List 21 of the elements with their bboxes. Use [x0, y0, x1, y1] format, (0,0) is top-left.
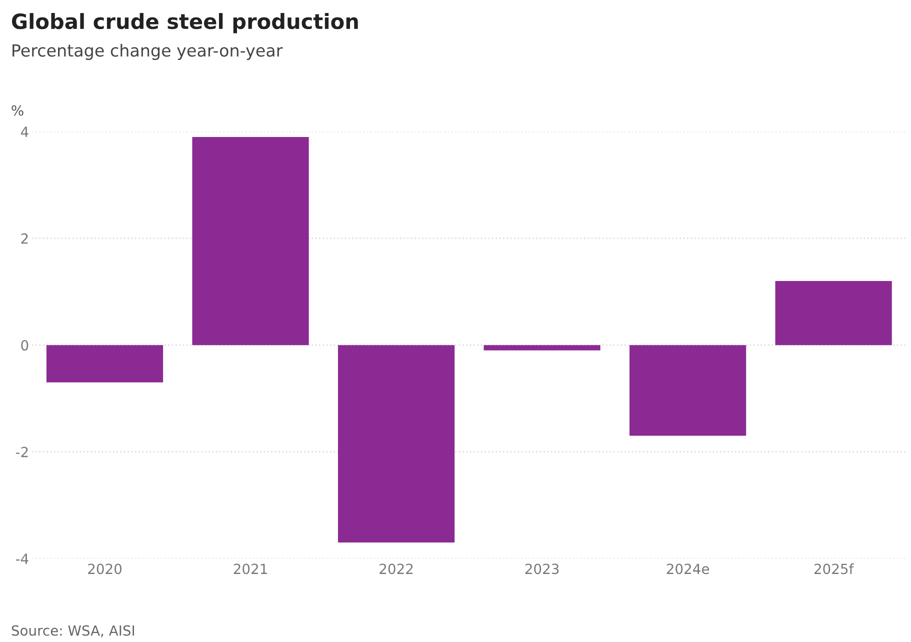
x-tick-label: 2023: [525, 564, 559, 574]
x-tick-label: 2020: [88, 564, 122, 574]
y-axis-title: %: [12, 105, 24, 116]
y-tick-label: -2: [16, 446, 28, 458]
chart-title: Global crude steel production: [12, 13, 358, 34]
y-tick-label: -4: [16, 554, 28, 564]
chart-subtitle: Percentage change year-on-year: [12, 44, 283, 60]
bar: [484, 345, 600, 350]
bar: [630, 345, 746, 436]
bar: [192, 136, 309, 346]
x-tick-label: 2022: [380, 564, 413, 574]
x-tick-label: 2025f: [814, 563, 854, 574]
y-tick-label: 0: [21, 340, 28, 351]
x-tick-label: 2021: [234, 564, 267, 574]
y-tick-label: 2: [21, 233, 28, 244]
y-tick-label: 4: [20, 126, 28, 137]
bar: [46, 345, 164, 382]
x-tick-label: 2024e: [666, 564, 710, 574]
source-note: Source: WSA, AISI: [12, 625, 134, 638]
bar: [775, 281, 892, 346]
bar: [338, 345, 455, 543]
